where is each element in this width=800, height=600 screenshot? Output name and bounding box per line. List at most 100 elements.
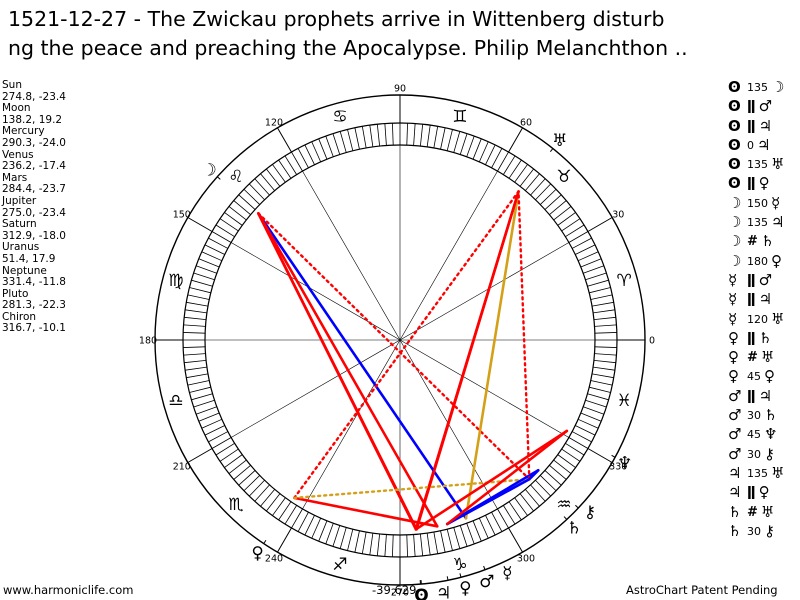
degree-tick <box>571 431 592 443</box>
degree-tick <box>211 437 232 449</box>
aspect-angle: 135 <box>747 81 768 94</box>
degree-tick <box>392 534 394 557</box>
aspect-line-saturn-uranus <box>517 190 531 481</box>
degree-tick <box>266 168 281 187</box>
sun-glyph-icon: ʘ <box>728 78 741 96</box>
degree-tick <box>208 431 229 443</box>
neptune-glyph-icon: ♆ <box>764 425 778 444</box>
degree-tick <box>215 442 235 456</box>
degree-tick <box>248 183 265 201</box>
aspect-line-venus-pluto <box>293 496 439 528</box>
degree-tick <box>497 151 509 172</box>
aspect-line-jupiter-uranus <box>415 190 520 531</box>
degree-tick <box>419 533 424 556</box>
aspect-row: ʘ ǁ ♂ <box>728 97 800 116</box>
degree-tick <box>497 508 509 529</box>
aspect-row: ☿ ǁ ♃ <box>728 290 800 309</box>
aspect-line-sun-neptune <box>414 429 569 531</box>
aspect-symbol: ǁ <box>747 292 756 308</box>
sign-cancer-icon: ♋ <box>332 107 347 127</box>
mercury-glyph-icon: ☿ <box>728 290 738 309</box>
aspect-row: ♀ ǁ ♄ <box>728 329 800 348</box>
degree-tick <box>233 200 251 215</box>
degree-label: 240 <box>265 554 283 565</box>
degree-tick <box>593 309 615 314</box>
degree-tick <box>260 173 275 191</box>
degree-tick <box>453 527 461 549</box>
degree-tick <box>575 425 596 436</box>
degree-tick <box>272 497 286 516</box>
aspect-row: ♀ 45 ♀ <box>728 367 800 386</box>
degree-tick <box>553 206 572 221</box>
sign-sagittarius-icon: ♐ <box>332 555 347 575</box>
degree-tick <box>561 448 581 462</box>
mars-glyph-icon: ♂ <box>758 270 773 289</box>
degree-tick <box>459 133 468 155</box>
website-link[interactable]: www.harmoniclife.com <box>3 583 134 597</box>
moon-glyph-icon: ☽ <box>728 232 742 251</box>
degree-tick <box>557 454 576 468</box>
planet-name-mars: Mars <box>2 171 28 184</box>
degree-tick <box>311 517 322 539</box>
mercury-glyph-icon: ☿ <box>728 270 738 289</box>
degree-tick <box>248 479 265 497</box>
degree-tick <box>184 359 207 364</box>
aspect-angle: 0 <box>747 138 754 152</box>
degree-tick <box>485 515 496 536</box>
pluto-glyph-icon: ♀ <box>758 174 770 193</box>
aspect-angle: 135 <box>747 466 768 480</box>
degree-tick <box>304 144 315 165</box>
aspect-line-saturn-chiron <box>528 469 540 481</box>
degree-label: 270 <box>391 588 409 599</box>
aspect-angle: 120 <box>747 312 768 326</box>
degree-tick <box>184 316 207 321</box>
degree-tick <box>589 386 611 393</box>
planet-name-chiron: Chiron <box>2 310 37 323</box>
neptune-planet-icon: ♆ <box>617 454 632 474</box>
degree-tick <box>406 123 408 146</box>
degree-tick <box>272 164 286 183</box>
degree-tick <box>332 525 341 547</box>
jupiter-glyph-icon: ♃ <box>771 213 785 232</box>
uranus-glyph-icon: ♅ <box>771 463 785 482</box>
aspect-symbol: # <box>747 350 758 366</box>
degree-tick <box>491 148 503 169</box>
degree-tick <box>211 231 232 243</box>
aspect-line-moon-pluto <box>257 212 439 528</box>
sign-virgo-icon: ♍ <box>168 271 183 291</box>
degree-tick <box>183 332 206 334</box>
spoke-outer <box>587 448 613 463</box>
degree-tick <box>238 194 256 210</box>
planet-name-sun: Sun <box>2 79 22 91</box>
degree-tick <box>575 244 596 255</box>
aspect-angle: 135 <box>747 216 768 230</box>
chart-title-line-1: 1521-12-27 - The Zwickau prophets arrive… <box>8 7 665 31</box>
degree-tick <box>339 527 347 549</box>
aspect-symbol: ǁ <box>747 176 756 192</box>
degree-tick <box>318 520 328 542</box>
degree-tick <box>201 251 223 262</box>
degree-tick <box>233 465 251 480</box>
degree-tick <box>530 178 546 196</box>
pluto-planet-icon: ♀ <box>459 579 471 599</box>
degree-tick <box>228 206 247 221</box>
coordinates-readout: -39,629 <box>372 583 417 597</box>
aspect-row: ♀ # ♅ <box>728 348 800 367</box>
venus-position-marker <box>263 539 267 544</box>
degree-tick <box>549 465 567 480</box>
planet-name-neptune: Neptune <box>2 264 47 277</box>
aspect-row: ☽ 180 ♀ <box>728 252 800 271</box>
venus-glyph-icon: ♀ <box>728 367 739 386</box>
degree-tick <box>419 124 424 147</box>
degree-tick <box>186 301 209 307</box>
uranus-glyph-icon: ♅ <box>771 309 785 328</box>
aspect-angle: 30 <box>747 524 761 538</box>
sun-glyph-icon: ʘ <box>728 155 741 174</box>
degree-tick <box>291 508 303 529</box>
degree-tick <box>325 135 334 157</box>
moon-glyph-icon: ☽ <box>728 251 742 270</box>
degree-tick <box>201 418 223 429</box>
degree-tick <box>195 406 217 415</box>
degree-tick <box>195 265 217 274</box>
degree-tick <box>440 127 446 150</box>
